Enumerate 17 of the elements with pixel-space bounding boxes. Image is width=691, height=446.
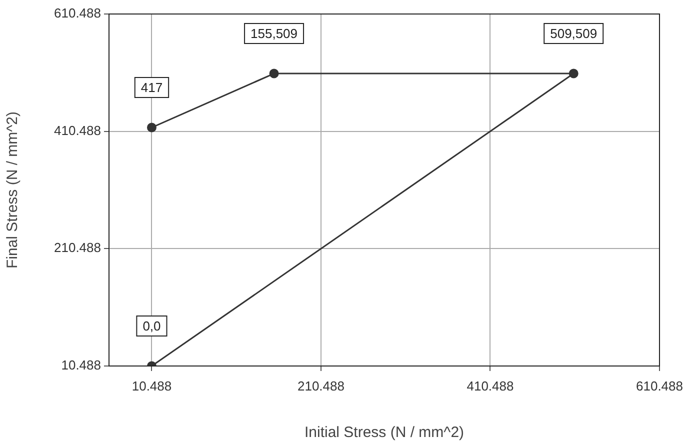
annotation: 155,509 bbox=[250, 26, 298, 42]
point bbox=[568, 68, 578, 78]
x-tick-label: 410.488 bbox=[466, 378, 514, 394]
y-tick-label: 410.488 bbox=[54, 122, 101, 138]
x-axis-title: Initial Stress (N / mm^2) bbox=[304, 424, 464, 442]
annotation: 417 bbox=[140, 80, 163, 96]
x-tick-label: 210.488 bbox=[297, 378, 344, 394]
y-tick-label: 210.488 bbox=[54, 240, 101, 256]
annotation: 0,0 bbox=[142, 318, 161, 334]
y-axis-title: Final Stress (N / mm^2) bbox=[4, 111, 22, 269]
y-tick-label: 610.488 bbox=[54, 6, 101, 21]
annotation: 509,509 bbox=[550, 26, 598, 42]
y-tick-label: 10.488 bbox=[61, 358, 101, 373]
point bbox=[146, 122, 156, 132]
x-tick-label: 10.488 bbox=[132, 378, 172, 394]
point bbox=[269, 68, 279, 78]
x-tick-label: 610.488 bbox=[636, 378, 684, 394]
